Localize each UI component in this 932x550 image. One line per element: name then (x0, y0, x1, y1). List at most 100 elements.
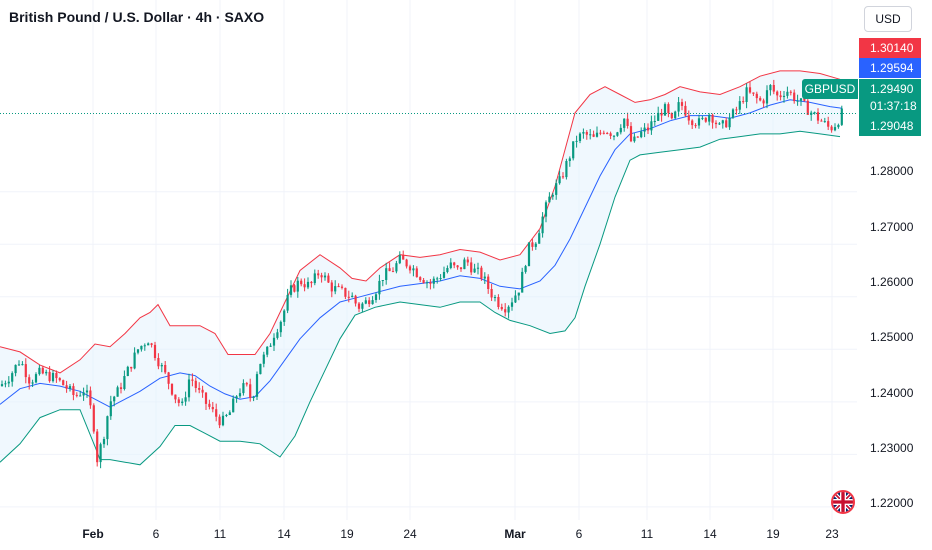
candle-body-up (371, 300, 374, 305)
candle-body-down (609, 133, 612, 136)
x-tick-label: 24 (403, 527, 417, 541)
candle-body-up (31, 382, 34, 384)
candle-body-up (840, 108, 843, 125)
candle-body-down (742, 101, 745, 103)
chart-title: British Pound / U.S. Dollar · 4h · SAXO (9, 9, 265, 25)
candle-body-down (300, 280, 303, 285)
candle-body-down (62, 380, 65, 386)
candle-body-down (816, 112, 820, 121)
candle-body-down (779, 95, 782, 98)
candle-body-down (177, 399, 180, 403)
candle-body-up (79, 395, 82, 397)
candle-body-down (344, 287, 347, 297)
candle-body-down (310, 281, 313, 284)
candle-body-down (490, 289, 493, 298)
currency-selector[interactable]: USD (864, 6, 912, 32)
candle-body-down (470, 262, 473, 273)
candle-body-up (745, 87, 748, 102)
candle-body-down (599, 132, 602, 134)
candle-body-up (109, 401, 112, 417)
candle-body-up (82, 392, 85, 396)
y-tick-label: 1.26000 (870, 275, 914, 289)
candle-body-down (687, 115, 690, 121)
candle-body-down (89, 390, 92, 406)
candle-body-up (136, 349, 140, 353)
candle-body-up (463, 259, 466, 270)
candle-body-up (113, 396, 116, 402)
candle-body-down (354, 295, 357, 304)
candle-body-up (721, 120, 724, 124)
candle-body-up (544, 202, 548, 217)
x-tick-label: Feb (82, 527, 104, 541)
candle-body-up (385, 268, 388, 280)
candle-body-down (806, 100, 809, 115)
candle-body-down (487, 276, 490, 289)
candle-body-down (167, 372, 170, 384)
candle-body-down (402, 255, 405, 260)
candle-body-up (225, 415, 228, 416)
candle-body-down (667, 104, 670, 114)
candle-body-up (677, 102, 680, 112)
candle-body-down (415, 268, 418, 278)
candle-body-down (191, 379, 194, 381)
candle-body-up (521, 271, 524, 293)
candle-body-up (412, 268, 415, 271)
candle-body-down (752, 92, 755, 94)
candle-body-down (408, 266, 412, 271)
candle-body-up (446, 268, 449, 272)
candle-body-up (116, 387, 119, 397)
candle-body-up (823, 121, 826, 123)
candle-body-up (589, 134, 592, 136)
candle-body-up (517, 292, 520, 296)
candle-body-up (289, 285, 293, 295)
candle-body-up (432, 278, 435, 284)
x-tick-label: 6 (575, 527, 583, 541)
candle-body-down (772, 85, 775, 92)
candle-body-up (436, 278, 439, 280)
uk-flag-icon[interactable] (831, 490, 855, 514)
candle-body-up (378, 280, 381, 295)
candle-body-up (643, 127, 646, 132)
candle-body-down (164, 365, 167, 373)
candle-body-up (232, 398, 235, 413)
candle-body-up (381, 280, 384, 281)
candle-body-up (572, 141, 575, 159)
candle-body-down (327, 275, 330, 283)
candle-body-up (612, 135, 616, 137)
candle-body-up (595, 132, 599, 137)
candle-body-down (303, 284, 306, 288)
candle-body-down (500, 307, 503, 310)
candle-body-up (143, 345, 146, 347)
candle-body-down (41, 367, 44, 374)
candle-body-up (833, 127, 837, 131)
candle-body-down (48, 371, 51, 382)
candle-body-up (718, 123, 721, 125)
candle-body-down (65, 385, 68, 389)
candle-body-down (55, 373, 58, 379)
candle-body-up (640, 131, 643, 138)
bollinger-middle-band (0, 99, 843, 408)
candle-body-up (133, 352, 136, 369)
candle-body-up (45, 371, 48, 374)
candle-body-up (476, 267, 480, 269)
candle-body-up (728, 117, 731, 128)
candle-body-up (123, 376, 126, 389)
candle-body-down (680, 102, 684, 106)
candle-body-down (170, 383, 174, 395)
candle-body-down (422, 280, 425, 283)
candle-body-down (24, 364, 27, 378)
candle-body-up (283, 310, 286, 322)
candle-body-up (296, 280, 299, 292)
candle-body-down (215, 409, 218, 417)
candle-body-up (538, 233, 541, 244)
candle-body-up (623, 118, 626, 128)
candle-body-down (150, 343, 153, 345)
last-price-label: 1.29490 (859, 79, 921, 99)
candle-body-up (160, 365, 163, 367)
candle-body-down (725, 120, 728, 128)
candle-body-up (493, 297, 497, 298)
candle-body-up (786, 91, 789, 96)
candle-body-down (249, 384, 252, 398)
candle-body-up (38, 367, 41, 375)
